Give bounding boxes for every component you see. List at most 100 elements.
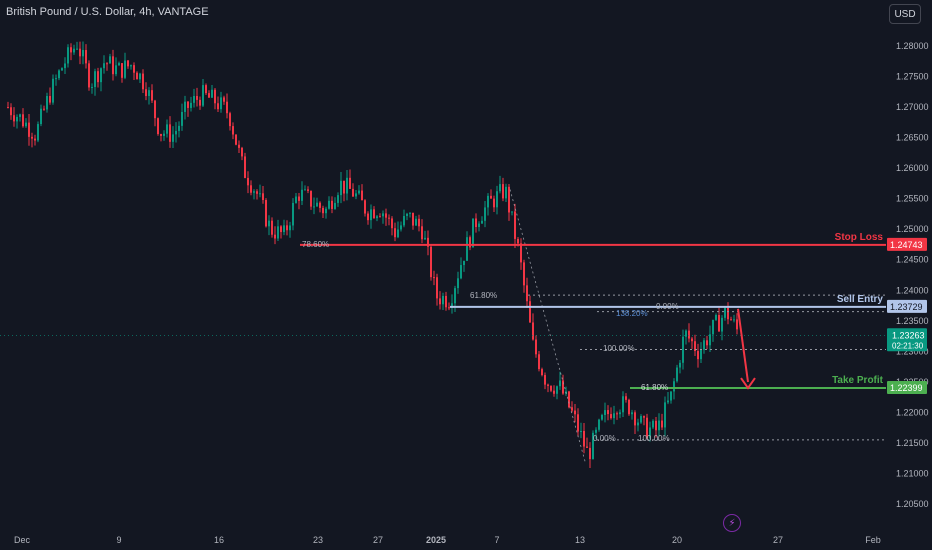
candle-body <box>547 384 549 386</box>
candle-body <box>304 189 306 191</box>
candle-body <box>286 225 288 231</box>
candle-body <box>166 124 168 134</box>
x-tick-label: Feb <box>865 535 881 545</box>
candle-body <box>703 340 705 350</box>
candle-body <box>184 101 186 112</box>
candle-body <box>337 195 339 203</box>
candle-body <box>538 354 540 370</box>
candle-body <box>583 430 585 447</box>
candle-body <box>148 90 150 97</box>
x-tick-label: 27 <box>373 535 383 545</box>
y-tick-label: 1.26000 <box>896 163 929 173</box>
candle-body <box>667 400 669 403</box>
candle-body <box>235 134 237 145</box>
candle-body <box>340 180 342 196</box>
candle-body <box>367 213 369 221</box>
candle-body <box>19 114 21 117</box>
candle-body <box>616 413 618 415</box>
candle-body <box>322 207 324 214</box>
x-tick-label: 2025 <box>426 535 446 545</box>
candle-body <box>484 207 486 221</box>
candle-body <box>25 122 27 127</box>
x-tick-label: 16 <box>214 535 224 545</box>
candle-body <box>631 412 633 415</box>
candle-body <box>556 386 558 394</box>
candle-body <box>217 103 219 110</box>
candle-body <box>172 134 174 142</box>
candle-body <box>463 260 465 266</box>
candle-body <box>61 68 63 71</box>
y-tick-label: 1.27500 <box>896 72 929 82</box>
candle-body <box>448 307 450 309</box>
candle-body <box>202 85 204 106</box>
candle-body <box>49 96 51 103</box>
candle-body <box>298 196 300 201</box>
candle-body <box>397 229 399 238</box>
candle-body <box>406 213 408 217</box>
candle-body <box>310 190 312 207</box>
candle-body <box>490 195 492 199</box>
candle-body <box>82 50 84 57</box>
candle-body <box>637 422 639 426</box>
candle-body <box>502 184 504 199</box>
candle-body <box>106 63 108 65</box>
candle-body <box>595 429 597 433</box>
candle-body <box>559 380 561 387</box>
candle-body <box>226 101 228 114</box>
candle-body <box>598 419 600 430</box>
candle-body <box>76 48 78 50</box>
candle-body <box>247 177 249 186</box>
x-tick-label: 23 <box>313 535 323 545</box>
candle-body <box>241 147 243 157</box>
candle-body <box>199 99 201 106</box>
candle-body <box>262 193 264 200</box>
y-tick-label: 1.26500 <box>896 133 929 143</box>
candle-body <box>721 317 723 332</box>
candle-body <box>91 86 93 88</box>
candle-body <box>274 234 276 239</box>
candle-body <box>277 226 279 239</box>
candle-body <box>127 60 129 67</box>
x-tick-label: 7 <box>494 535 499 545</box>
candle-body <box>124 60 126 78</box>
candle-body <box>223 97 225 102</box>
candle-body <box>607 410 609 415</box>
candle-body <box>349 177 351 189</box>
candle-body <box>586 446 588 448</box>
candle-body <box>136 72 138 80</box>
candle-body <box>112 56 114 75</box>
candle-body <box>442 295 444 305</box>
candle-body <box>244 156 246 178</box>
candle-body <box>22 114 24 127</box>
countdown-label: 02:21:30 <box>892 341 924 350</box>
candle-body <box>133 65 135 73</box>
candle-body <box>652 420 654 428</box>
x-tick-label: 20 <box>672 535 682 545</box>
candle-body <box>79 48 81 57</box>
candle-body <box>151 90 153 101</box>
candle-body <box>13 115 15 122</box>
candle-body <box>481 220 483 224</box>
lightning-icon[interactable]: ⚡ <box>723 514 741 532</box>
candle-body <box>505 186 507 199</box>
y-tick-label: 1.24000 <box>896 285 929 295</box>
candle-body <box>193 96 195 103</box>
candle-body <box>400 225 402 230</box>
candle-body <box>682 336 684 363</box>
x-tick-label: 13 <box>575 535 585 545</box>
candle-body <box>679 362 681 368</box>
candle-body <box>562 380 564 394</box>
candle-body <box>94 71 96 87</box>
currency-button[interactable]: USD <box>889 4 921 24</box>
candle-body <box>187 101 189 108</box>
candle-body <box>622 396 624 413</box>
candle-body <box>460 265 462 279</box>
candle-body <box>412 212 414 226</box>
level-label: Sell Entry <box>837 294 884 305</box>
symbol-title: British Pound / U.S. Dollar, 4h, VANTAGE <box>6 6 209 18</box>
candle-body <box>664 402 666 428</box>
candle-body <box>514 211 516 239</box>
y-tick-label: 1.28000 <box>896 41 929 51</box>
candle-body <box>394 228 396 238</box>
